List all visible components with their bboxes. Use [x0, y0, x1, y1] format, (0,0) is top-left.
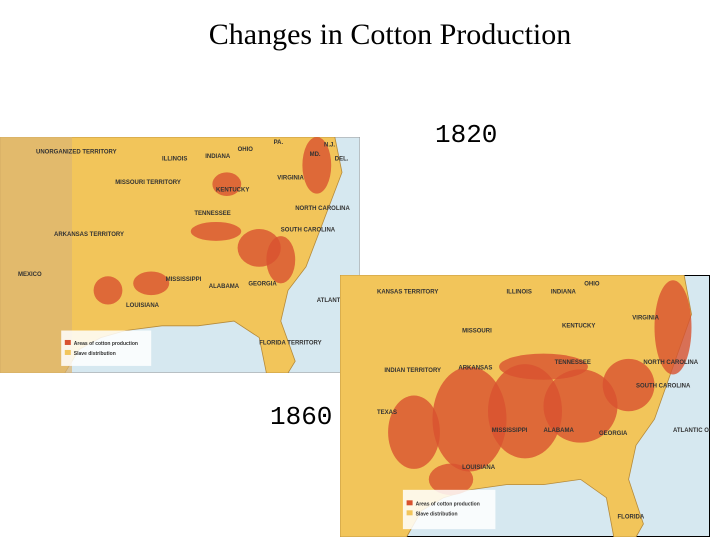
place-label: PA.: [274, 140, 284, 146]
place-label: VIRGINIA: [277, 175, 304, 181]
place-label: ILLINOIS: [507, 289, 532, 295]
legend-box: [402, 489, 496, 530]
place-label: MEXICO: [18, 272, 42, 278]
cotton-area: [388, 395, 440, 469]
place-label: GEORGIA: [248, 282, 277, 288]
place-label: INDIANA: [205, 154, 231, 160]
cotton-area: [543, 369, 618, 443]
cotton-area: [428, 463, 474, 496]
year-label: 1860: [270, 402, 333, 432]
place-label: ATLANTIC OCEAN: [317, 298, 360, 304]
place-label: OHIO: [584, 281, 600, 287]
place-label: MISSOURI TERRITORY: [115, 180, 181, 186]
place-label: N.J.: [324, 142, 335, 148]
place-label: GEORGIA: [599, 431, 628, 437]
cotton-area: [488, 364, 562, 459]
slide-title: Changes in Cotton Production: [208, 18, 572, 51]
place-label: LOUISIANA: [126, 303, 160, 309]
cotton-area: [93, 276, 123, 305]
place-label: TENNESSEE: [194, 211, 230, 217]
place-label: MISSISSIPPI: [492, 428, 528, 434]
legend-label: Areas of cotton production: [74, 341, 138, 347]
cotton-area: [266, 236, 296, 284]
place-label: KENTUCKY: [216, 187, 249, 193]
legend-label: Slave distribution: [74, 351, 116, 357]
map-1860: KANSAS TERRITORY ILLINOIS INDIANA OHIO MISSO…: [340, 275, 710, 537]
legend-swatch: [406, 500, 413, 506]
place-label: TENNESSEE: [555, 360, 591, 366]
cotton-area: [602, 358, 655, 412]
legend-swatch: [406, 510, 413, 516]
place-label: ARKANSAS TERRITORY: [54, 232, 124, 238]
legend-label: Slave distribution: [416, 511, 458, 517]
place-label: SOUTH CAROLINA: [281, 227, 336, 233]
territory: [0, 137, 72, 373]
cotton-area: [133, 271, 170, 296]
place-label: MISSOURI: [462, 329, 492, 335]
place-label: KANSAS TERRITORY: [377, 289, 438, 295]
cotton-area: [499, 353, 588, 380]
place-label: OHIO: [238, 147, 254, 153]
legend-swatch: [64, 349, 71, 355]
cotton-area: [212, 172, 242, 196]
place-label: FLORIDA: [618, 515, 645, 521]
map-1820: UNORGANIZED TERRITORY ILLINOIS INDIANA OHIO…: [0, 137, 360, 373]
place-label: TEXAS: [377, 410, 397, 416]
legend-label: Areas of cotton production: [416, 501, 480, 507]
place-label: SOUTH CAROLINA: [636, 384, 691, 390]
place-label: UNORGANIZED TERRITORY: [36, 150, 117, 156]
cotton-area: [432, 366, 507, 472]
place-label: MD.: [310, 152, 321, 158]
place-label: KENTUCKY: [562, 323, 595, 329]
place-label: INDIANA: [551, 289, 577, 295]
place-label: ATLANTIC OCEAN: [673, 428, 710, 434]
place-label: VIRGINIA: [632, 316, 659, 322]
cotton-area: [654, 280, 692, 375]
place-label: NORTH CAROLINA: [643, 360, 698, 366]
legend-swatch: [64, 339, 71, 345]
year-label: 1820: [435, 120, 498, 150]
place-label: DEL.: [335, 157, 349, 163]
legend-box: [61, 330, 152, 366]
place-label: ALABAMA: [544, 428, 575, 434]
cotton-area: [190, 221, 242, 241]
place-label: MISSISSIPPI: [166, 277, 202, 283]
place-label: NORTH CAROLINA: [295, 206, 350, 212]
place-label: INDIAN TERRITORY: [384, 368, 441, 374]
place-label: ARKANSAS: [458, 365, 492, 371]
cotton-area: [302, 137, 332, 194]
place-label: ALABAMA: [209, 284, 240, 290]
place-label: FLORIDA TERRITORY: [259, 341, 321, 347]
place-label: ILLINOIS: [162, 157, 187, 163]
place-label: LOUISIANA: [462, 465, 496, 471]
